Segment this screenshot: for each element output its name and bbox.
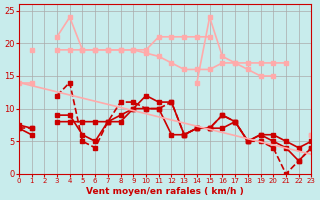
X-axis label: Vent moyen/en rafales ( km/h ): Vent moyen/en rafales ( km/h ) (86, 187, 244, 196)
